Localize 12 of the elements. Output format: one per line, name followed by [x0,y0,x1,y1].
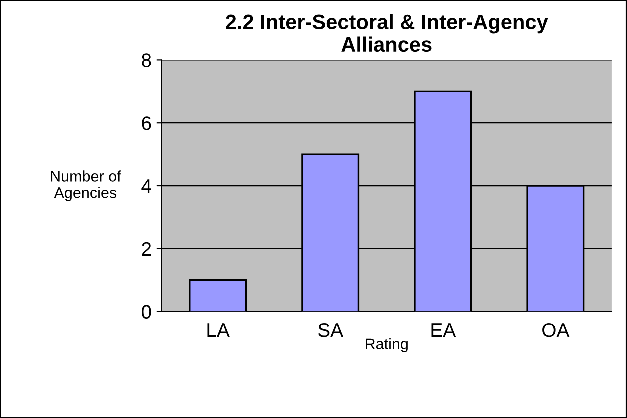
y-tick-label: 2 [142,242,152,256]
y-axis-title: Number of Agencies [51,170,122,202]
y-tick-label: 4 [142,180,152,194]
x-tick-label: SA [318,323,344,338]
x-tick-label: EA [432,324,456,338]
x-axis-title: Rating [366,338,408,353]
x-tick-label: LA [208,324,230,338]
y-tick-label: 8 [142,54,152,68]
chart-title: 2.2 Inter-Sectoral & Inter-Agency Alliances [226,14,548,52]
y-tick-label: 0 [142,305,152,320]
x-tick-label: OA [542,323,570,338]
y-tick-label: 6 [142,116,152,130]
